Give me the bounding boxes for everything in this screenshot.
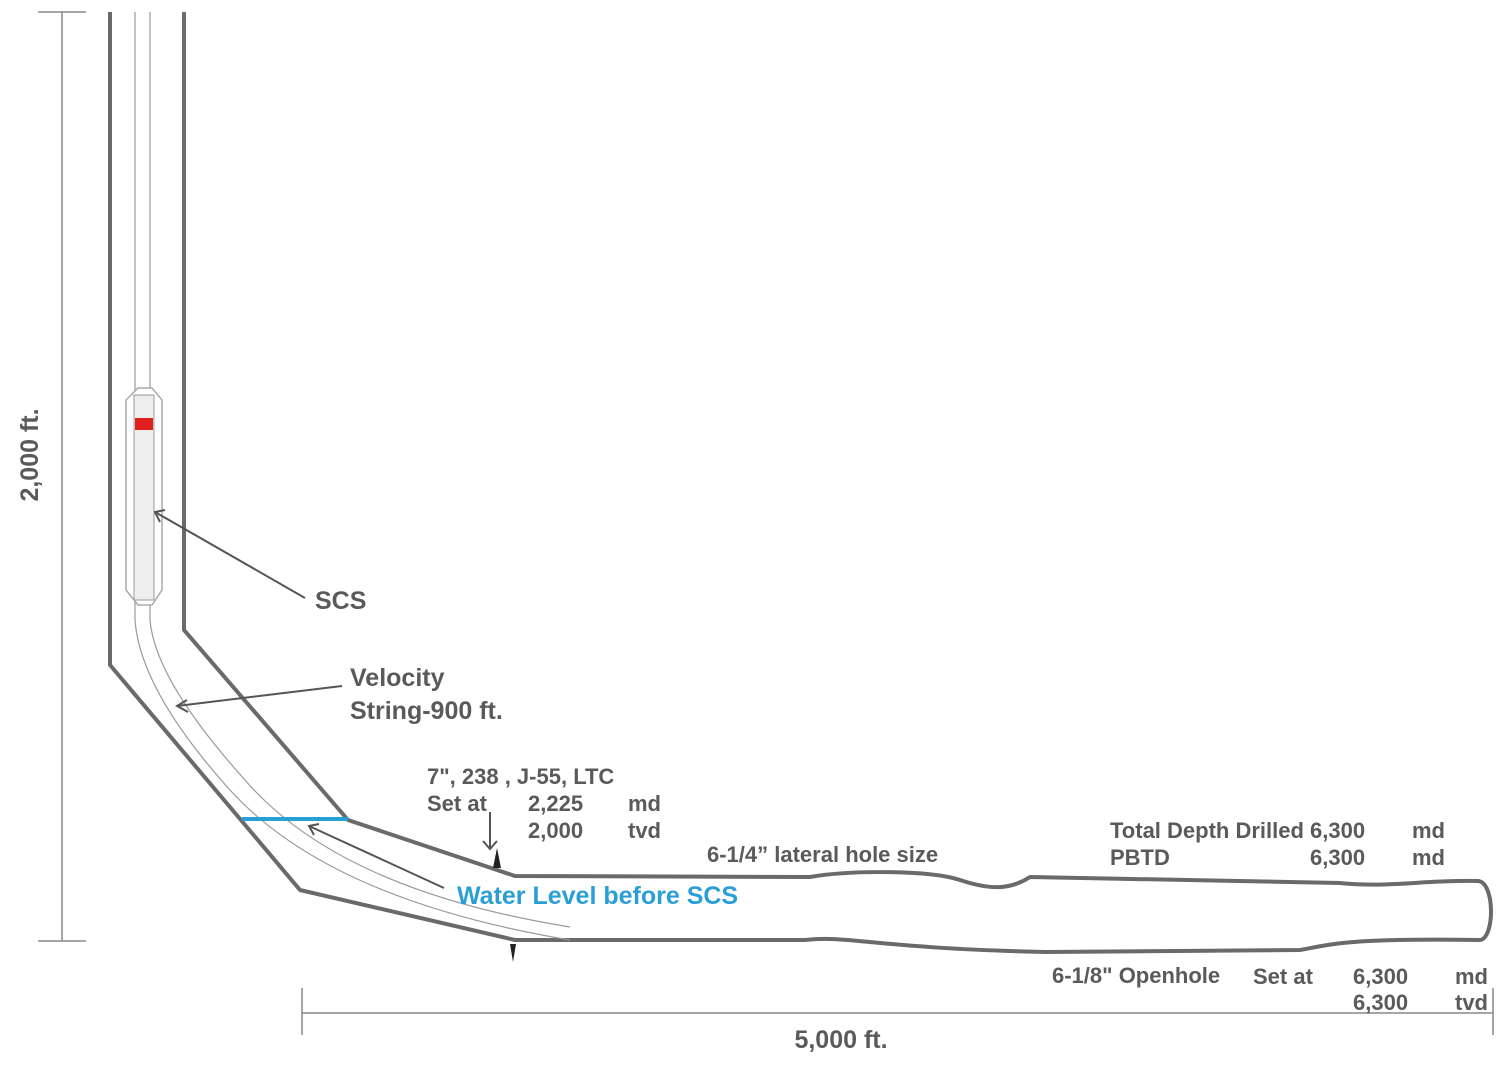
velocity-string	[134, 12, 571, 941]
casing-spec: 7", 238 , J-55, LTC	[427, 764, 614, 789]
openhole-tvd-unit: tvd	[1455, 990, 1488, 1015]
dimension-lines	[38, 11, 1494, 1035]
openhole-md: 6,300	[1353, 964, 1408, 989]
openhole-md-unit: md	[1455, 964, 1488, 989]
casing-shoe	[493, 848, 516, 962]
scs-tool	[125, 387, 163, 606]
openhole-label: 6-1/8" Openhole	[1052, 963, 1220, 988]
depth-unit: md	[1412, 845, 1445, 870]
openhole-tvd: 6,300	[1353, 990, 1408, 1015]
depth-unit: md	[1412, 818, 1445, 843]
casing-md-unit: md	[628, 791, 661, 816]
casing-set-label: Set at	[427, 791, 488, 816]
openhole-set-label: Set at	[1253, 964, 1314, 989]
water-level-label: Water Level before SCS	[457, 882, 738, 910]
velocity-label: String-900 ft.	[350, 697, 503, 725]
scs-label: SCS	[315, 587, 366, 615]
lateral-hole-size: 6-1/4” lateral hole size	[707, 842, 938, 867]
depth-value: 6,300	[1310, 818, 1365, 843]
depth-label: Total Depth Drilled	[1110, 818, 1304, 843]
depth-value: 6,300	[1310, 845, 1365, 870]
depth-label: PBTD	[1110, 845, 1170, 870]
casing-md: 2,225	[528, 791, 583, 816]
callout-arrows	[153, 509, 498, 889]
horizontal-dimension: 5,000 ft.	[794, 1026, 887, 1054]
casing-tvd-unit: tvd	[628, 818, 661, 843]
wellbore	[108, 12, 1493, 954]
vertical-dimension: 2,000 ft.	[16, 408, 44, 501]
casing-tvd: 2,000	[528, 818, 583, 843]
velocity-label: Velocity	[350, 664, 445, 692]
